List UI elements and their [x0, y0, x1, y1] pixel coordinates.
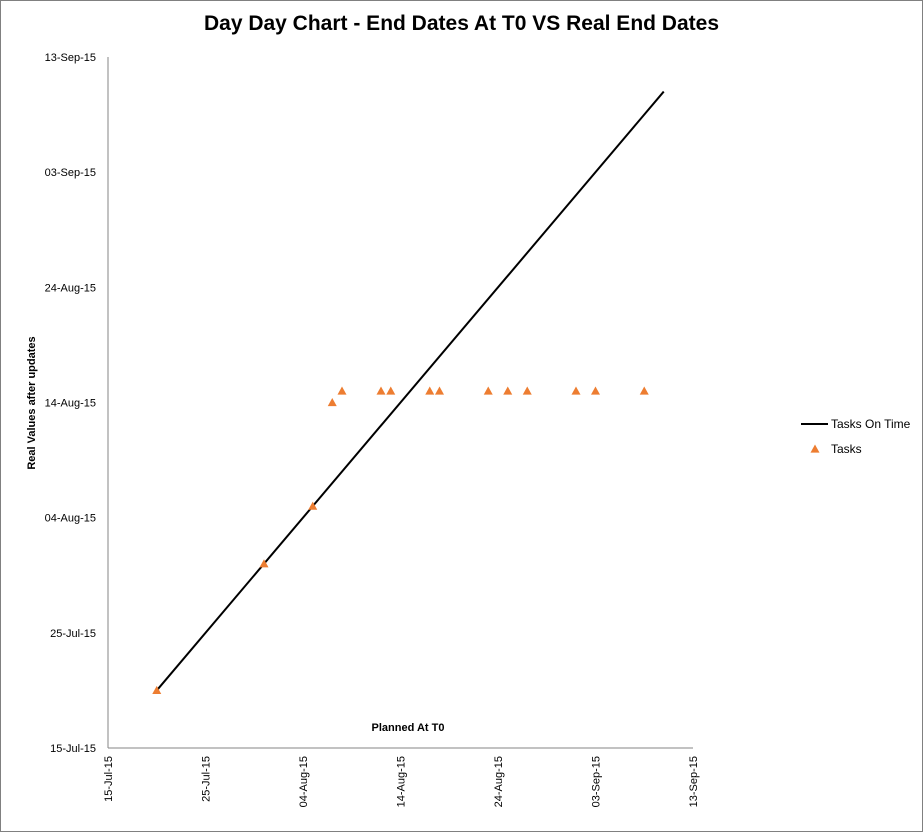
- x-axis-label: Planned At T0: [372, 722, 445, 734]
- legend-triangle-swatch: [810, 444, 820, 453]
- x-tick-label: 24-Aug-15: [493, 756, 505, 807]
- y-tick-label: 03-Sep-15: [45, 167, 96, 179]
- task-point: [327, 398, 337, 407]
- y-tick-label: 04-Aug-15: [45, 513, 96, 525]
- task-point: [522, 386, 532, 395]
- task-point: [308, 501, 318, 510]
- x-tick-label: 03-Sep-15: [591, 756, 603, 807]
- x-tick-label: 25-Jul-15: [201, 756, 213, 802]
- task-point: [152, 685, 162, 695]
- chart-marks: [152, 90, 665, 695]
- x-tick-label: 13-Sep-15: [688, 756, 700, 807]
- task-point: [639, 386, 649, 395]
- tick-labels: 15-Jul-15 25-Jul-15 04-Aug-15 14-Aug-15 24-A…: [45, 52, 700, 807]
- y-tick-label: 14-Aug-15: [45, 398, 96, 410]
- task-point: [337, 386, 347, 395]
- legend-label-tasks: Tasks: [831, 442, 862, 456]
- y-tick-label: 13-Sep-15: [45, 52, 96, 64]
- x-tick-label: 15-Jul-15: [103, 756, 115, 802]
- task-point: [376, 386, 386, 395]
- task-point: [591, 386, 600, 395]
- task-point: [571, 386, 581, 395]
- axes: [107, 57, 693, 749]
- task-point: [503, 386, 513, 395]
- legend-label-tasks-on-time: Tasks On Time: [831, 417, 911, 431]
- series-line-tasks-on-time: [155, 90, 665, 692]
- x-tick-label: 14-Aug-15: [396, 756, 408, 807]
- y-tick-label: 15-Jul-15: [50, 743, 96, 755]
- y-tick-label: 25-Jul-15: [50, 628, 96, 640]
- task-point: [483, 386, 493, 395]
- y-axis-label: Real Values after updates: [26, 336, 38, 469]
- task-point: [425, 386, 435, 395]
- chart-title: Day Day Chart - End Dates At T0 VS Real …: [203, 12, 720, 35]
- y-tick-label: 24-Aug-15: [45, 282, 96, 294]
- x-tick-label: 04-Aug-15: [298, 756, 310, 807]
- task-point: [435, 386, 444, 395]
- legend: Tasks On Time Tasks: [801, 417, 911, 456]
- task-point: [386, 386, 396, 395]
- task-point: [259, 559, 269, 568]
